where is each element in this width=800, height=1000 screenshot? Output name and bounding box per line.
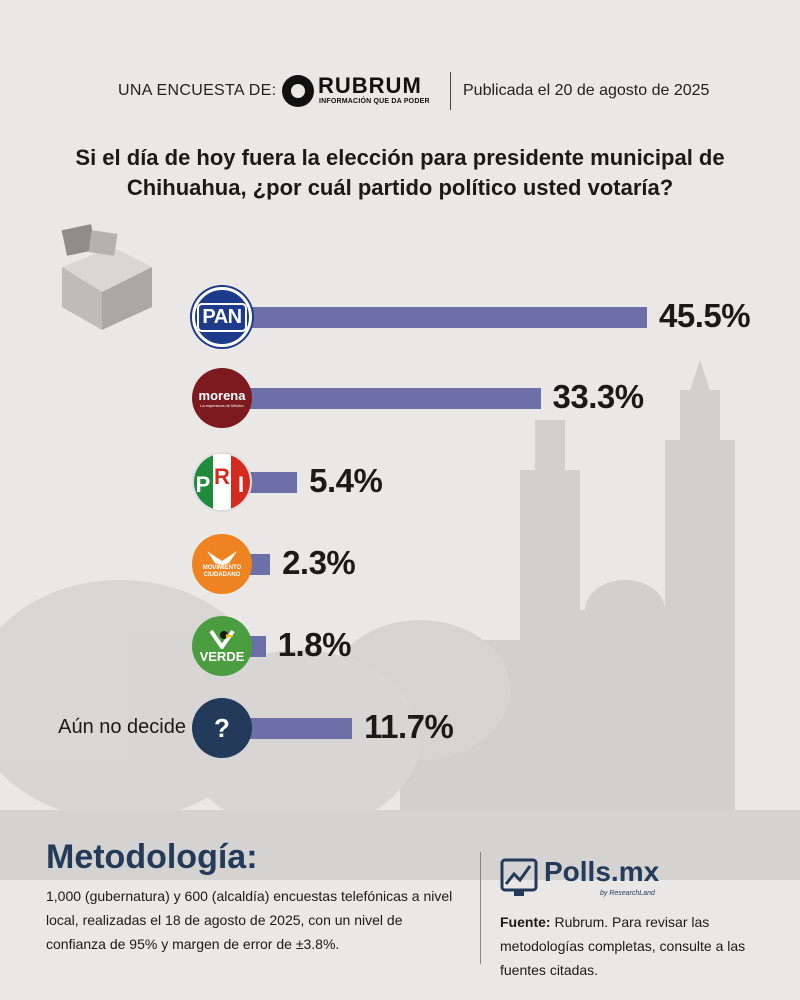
footer-divider: [480, 852, 481, 964]
rubrum-tagline: INFORMACIÓN QUE DA PODER: [319, 98, 430, 105]
rubrum-logo-icon: [282, 75, 314, 107]
rubrum-brand: RUBRUM: [318, 73, 422, 98]
polls-byline: by ResearchLand: [600, 890, 655, 897]
chart-row-morena: morena La esperanza de México 33.3%: [0, 368, 800, 432]
morena-logo-tagline: La esperanza de México: [200, 403, 244, 408]
source-text: Rubrum. Para revisar las metodologías co…: [500, 914, 746, 978]
chart-row-mc: MOVIMIENTO CIUDADANO 2.3%: [0, 534, 800, 598]
pri-logo-graphic: P R I: [194, 454, 250, 510]
chart-row-pan: PAN 45.5%: [0, 287, 800, 351]
data-label: 33.3%: [552, 378, 645, 415]
bar: [250, 388, 541, 409]
verde-logo-icon: VERDE: [192, 616, 252, 676]
bar: [250, 636, 266, 657]
bar: [250, 554, 271, 575]
survey-by-label: UNA ENCUESTA DE:: [118, 82, 277, 99]
polls-logo-icon: [500, 858, 538, 896]
morena-logo-text: morena: [198, 388, 246, 403]
undecided-label: Aún no decide: [58, 716, 186, 738]
pan-logo-icon: PAN: [192, 287, 252, 347]
data-label: 11.7%: [364, 708, 454, 745]
header: UNA ENCUESTA DE: RUBRUM INFORMACIÓN QUE …: [0, 72, 800, 116]
chart-row-undecided: Aún no decide ? 11.7%: [0, 698, 800, 762]
source-note: Fuente: Rubrum. Para revisar las metodol…: [500, 910, 780, 982]
verde-logo-text: VERDE: [199, 648, 245, 664]
chart-row-verde: VERDE 1.8%: [0, 616, 800, 680]
data-label: 1.8%: [277, 626, 352, 663]
published-date: Publicada el 20 de agosto de 2025: [463, 82, 710, 99]
mc-logo-text: MOVIMIENTO CIUDADANO: [202, 565, 242, 578]
morena-logo-icon: morena La esperanza de México: [192, 368, 252, 428]
source-label: Fuente:: [500, 914, 551, 930]
bar: [250, 472, 298, 493]
bar: [250, 718, 353, 739]
pan-logo-text: PAN: [197, 302, 247, 332]
data-label: 2.3%: [282, 544, 356, 581]
bar: [250, 307, 647, 328]
question-mark-icon: ?: [192, 698, 252, 758]
data-label: 5.4%: [309, 462, 383, 499]
toucan-icon: [209, 629, 235, 649]
pri-letter-p: P: [196, 472, 211, 497]
pri-letter-r: R: [214, 464, 230, 489]
movimiento-ciudadano-logo-icon: MOVIMIENTO CIUDADANO: [192, 534, 252, 594]
methodology-text: 1,000 (gubernatura) y 600 (alcaldía) enc…: [46, 888, 453, 952]
header-divider: [450, 72, 451, 110]
pri-letter-i: I: [238, 472, 244, 497]
polls-brand: Polls.mx: [544, 856, 660, 887]
chart-title: Si el día de hoy fuera la elección para …: [75, 145, 725, 200]
methodology-title: Metodología:: [46, 838, 258, 876]
ballot-box-icon: [61, 224, 152, 330]
pri-logo-icon: P R I: [192, 452, 252, 512]
data-label: 45.5%: [659, 297, 751, 334]
question-mark-glyph: ?: [214, 712, 230, 743]
chart-row-pri: P R I 5.4%: [0, 452, 800, 516]
eagle-icon: [207, 551, 237, 565]
